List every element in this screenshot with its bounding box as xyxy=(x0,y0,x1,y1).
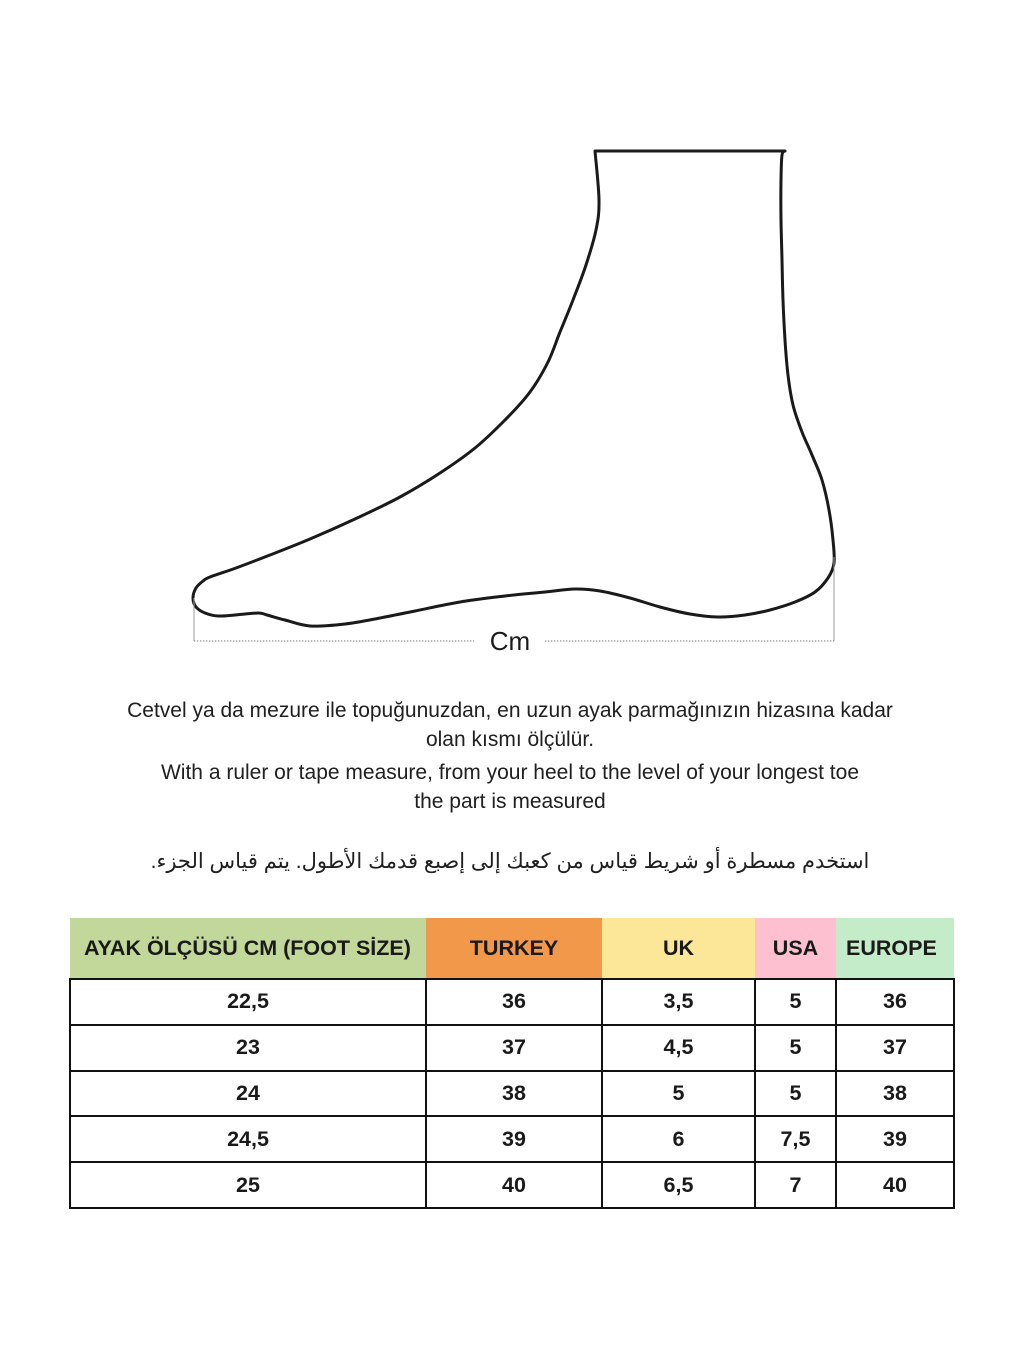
svg-text:Cm: Cm xyxy=(490,626,530,656)
